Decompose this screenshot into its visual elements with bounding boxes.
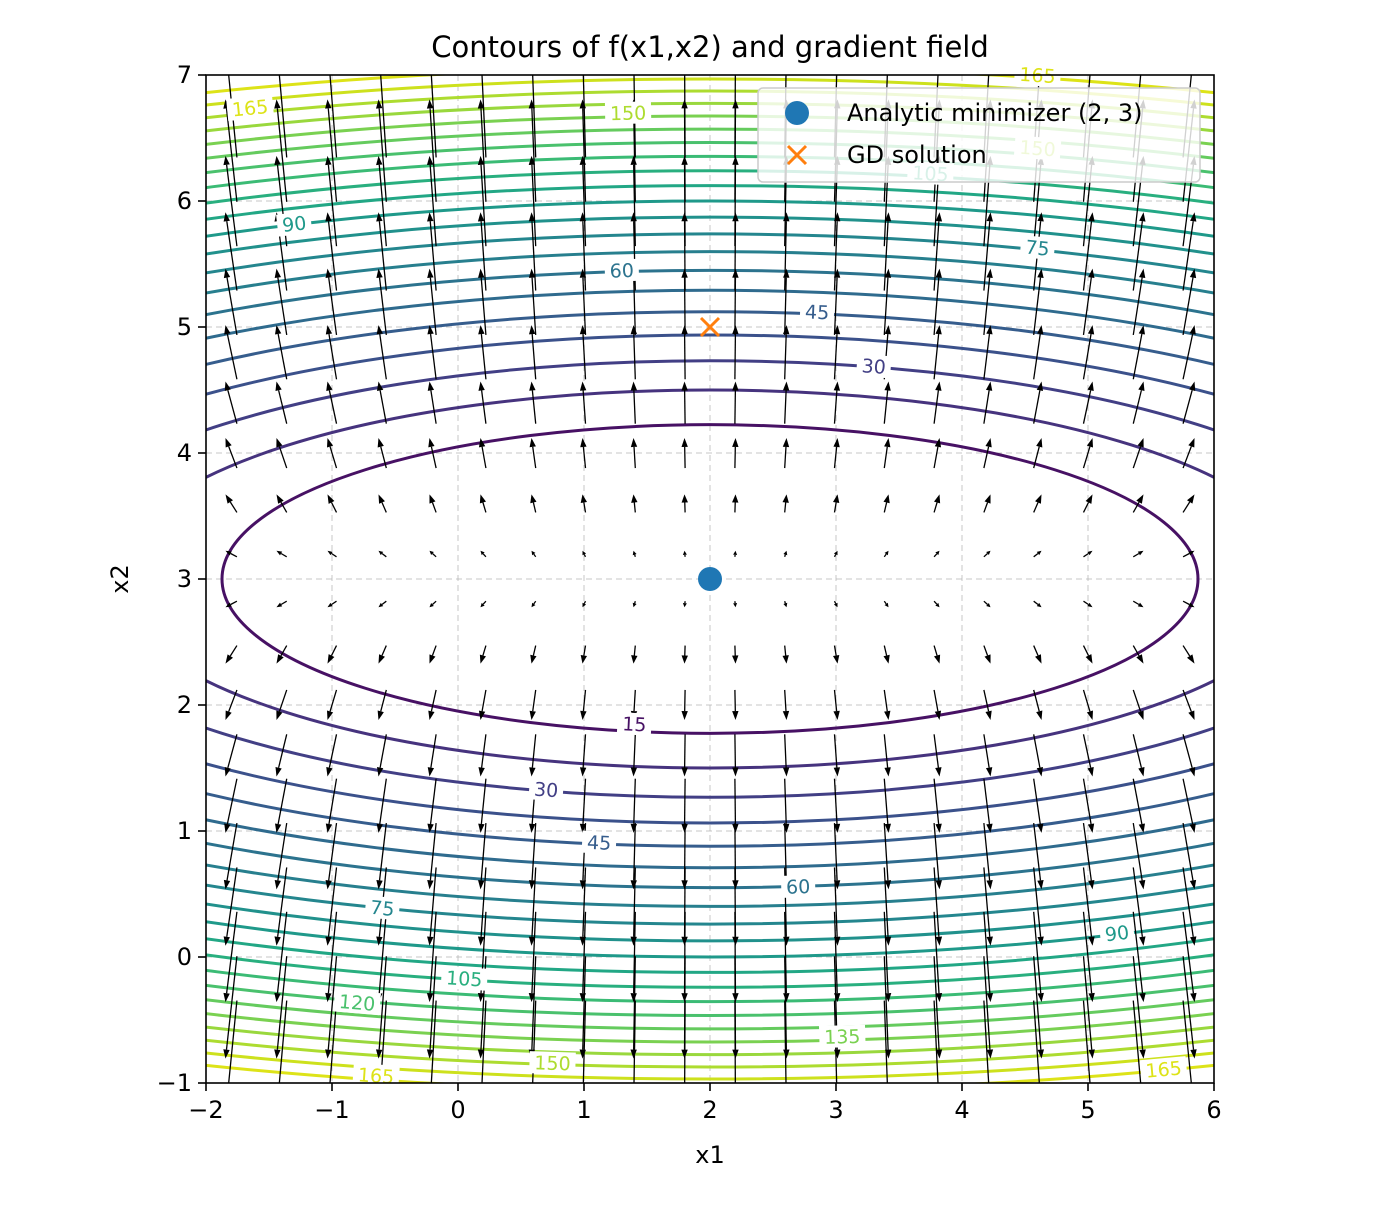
contour-label-text: 90	[1104, 922, 1131, 947]
y-tick-label: 4	[177, 439, 192, 467]
arrow-shaft	[685, 779, 686, 824]
contour-label-text: 165	[1145, 1058, 1183, 1083]
y-tick-label: −1	[157, 1069, 192, 1097]
arrow-shaft	[635, 555, 636, 557]
y-tick-label: 3	[177, 565, 192, 593]
contour-label: 90	[276, 211, 312, 238]
contour-label-text: 75	[1024, 236, 1050, 260]
contour-label: 15	[617, 712, 652, 737]
legend: Analytic minimizer (2, 3) GD solution	[758, 88, 1200, 182]
contour-label: 105	[441, 966, 488, 992]
contour-label: 75	[1020, 235, 1056, 261]
contour-label: 165	[1140, 1056, 1188, 1083]
contour-label-text: 150	[534, 1052, 571, 1075]
contour-label-text: 60	[786, 876, 811, 899]
contour-label-text: 165	[357, 1064, 395, 1088]
contour-label: 90	[1099, 920, 1135, 947]
legend-marker-circle	[785, 101, 809, 125]
contour-label-text: 30	[861, 355, 887, 379]
arrow-shaft	[785, 601, 786, 603]
contour-label: 30	[856, 354, 892, 380]
contour-label: 165	[226, 95, 274, 122]
x-tick-label: 2	[702, 1096, 717, 1124]
x-tick-label: −1	[314, 1096, 349, 1124]
contour-label-text: 150	[610, 102, 647, 125]
contour-label-text: 45	[587, 832, 612, 855]
arrow-shaft	[735, 334, 736, 379]
contour-label: 120	[333, 989, 381, 1016]
arrow-shaft	[685, 334, 686, 379]
contour-label: 165	[352, 1063, 399, 1089]
contour-label: 45	[582, 831, 617, 855]
contour-label-text: 30	[533, 779, 559, 803]
contour-label: 45	[800, 300, 835, 324]
contour-label-text: 120	[338, 991, 376, 1016]
contour-label-text: 165	[1019, 64, 1057, 88]
x-tick-label: 1	[576, 1096, 591, 1124]
x-tick-label: 4	[954, 1096, 969, 1124]
x-tick-label: 3	[828, 1096, 843, 1124]
legend-label: GD solution	[847, 141, 987, 169]
contour-label: 60	[604, 259, 639, 283]
y-tick-label: 7	[177, 61, 192, 89]
y-tick-label: 2	[177, 691, 192, 719]
y-tick-label: 6	[177, 187, 192, 215]
y-tick-label: 5	[177, 313, 192, 341]
y-axis-label: x2	[106, 564, 134, 593]
contour-label-text: 105	[445, 967, 483, 991]
y-tick-label: 1	[177, 817, 192, 845]
arrow-shaft	[735, 779, 736, 824]
contour-label: 150	[529, 1051, 576, 1075]
contour-label: 30	[528, 777, 564, 803]
analytic-minimizer-marker	[698, 567, 722, 591]
contour-label-text: 165	[231, 96, 269, 121]
contour-label: 135	[819, 1025, 866, 1049]
x-tick-label: 6	[1206, 1096, 1221, 1124]
contour-label-text: 45	[805, 301, 830, 324]
y-tick-label: 0	[177, 943, 192, 971]
contour-label: 75	[364, 895, 400, 921]
x-tick-label: 5	[1080, 1096, 1095, 1124]
chart-title: Contours of f(x1,x2) and gradient field	[431, 30, 989, 64]
contour-label: 60	[781, 875, 816, 899]
contour-label: 150	[605, 101, 651, 125]
contour-label-text: 90	[281, 212, 308, 237]
x-axis-label: x1	[695, 1141, 724, 1169]
arrow-shaft	[635, 601, 636, 603]
contour-label-text: 60	[609, 260, 634, 283]
legend-label: Analytic minimizer (2, 3)	[847, 99, 1142, 127]
arrow-shaft	[785, 555, 786, 557]
contour-label-text: 135	[824, 1026, 861, 1049]
x-tick-label: −2	[188, 1096, 223, 1124]
contour-label-text: 75	[369, 897, 395, 921]
x-tick-label: 0	[450, 1096, 465, 1124]
contour-label-text: 15	[622, 713, 647, 736]
